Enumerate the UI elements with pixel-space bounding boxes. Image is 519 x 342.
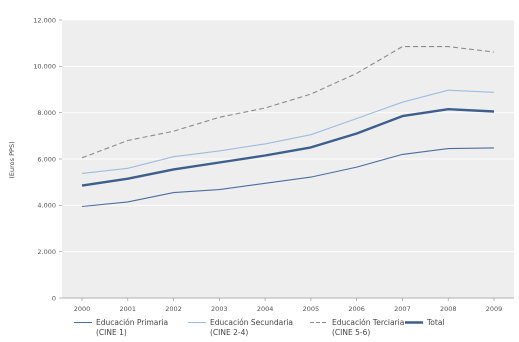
series-line-1 xyxy=(81,147,495,208)
x-tick-label: 2004 xyxy=(257,305,274,313)
x-tick-label: 2008 xyxy=(440,305,457,313)
y-tick-label: 2.000 xyxy=(37,248,56,256)
gridlines xyxy=(62,19,514,253)
x-axis-ticks: 2000 2001 2002 2003 2004 2005 2006 2007 2008 2009 xyxy=(74,298,503,313)
y-tick-label: 6.000 xyxy=(37,155,56,163)
legend-label: (CINE 2-4) xyxy=(210,328,248,337)
legend-label: Educación Secundaria xyxy=(210,318,293,327)
y-tick-label: 0 xyxy=(52,294,56,302)
x-tick-label: 2001 xyxy=(120,305,137,313)
y-tick-label: 10.000 xyxy=(33,63,56,71)
series-line-3 xyxy=(81,46,495,159)
y-tick-label: 8.000 xyxy=(37,109,56,117)
series-line-2 xyxy=(81,89,495,174)
y-axis-ticks: 0 2.000 4.000 6.000 8.000 10.000 12.000 xyxy=(33,16,62,302)
x-tick-label: 2000 xyxy=(74,305,91,313)
legend: Educación Primaria(CINE 1) Educación Secu… xyxy=(74,318,445,337)
y-tick-label: 12.000 xyxy=(33,16,56,24)
legend-label: (CINE 5-6) xyxy=(332,328,370,337)
x-tick-label: 2003 xyxy=(211,305,228,313)
series-lines xyxy=(81,46,495,208)
y-tick-label: 4.000 xyxy=(37,202,56,210)
x-tick-label: 2005 xyxy=(303,305,320,313)
series-line-4 xyxy=(81,107,495,187)
legend-label: Educación Terciaria xyxy=(332,318,404,327)
x-tick-label: 2006 xyxy=(348,305,365,313)
legend-label: Total xyxy=(426,318,445,327)
x-tick-label: 2007 xyxy=(394,305,411,313)
legend-label: (CINE 1) xyxy=(96,328,127,337)
x-tick-label: 2009 xyxy=(486,305,503,313)
y-axis-label: (Euros PPS) xyxy=(8,141,16,178)
legend-label: Educación Primaria xyxy=(96,318,168,327)
x-tick-label: 2002 xyxy=(165,305,182,313)
